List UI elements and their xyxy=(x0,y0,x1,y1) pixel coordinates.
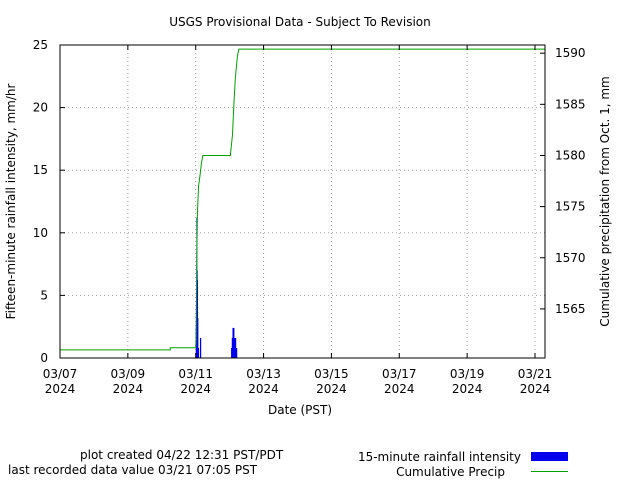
cumulative-precip-line xyxy=(60,48,545,351)
y2-axis-label: Cumulative precipitation from Oct. 1, mm xyxy=(598,76,612,326)
x-tick-year: 2024 xyxy=(248,382,279,396)
x-tick-year: 2024 xyxy=(384,382,415,396)
cumulative-line xyxy=(60,48,545,351)
x-tick-year: 2024 xyxy=(180,382,211,396)
y-tick-label: 20 xyxy=(33,101,48,115)
y2-tick-label: 1590 xyxy=(555,46,586,60)
x-tick-label: 03/19 xyxy=(450,367,485,381)
legend-intensity-swatch xyxy=(531,452,568,461)
x-tick-label: 03/11 xyxy=(178,367,213,381)
x-tick-year: 2024 xyxy=(316,382,347,396)
legend-intensity-label: 15-minute rainfall intensity xyxy=(357,450,521,464)
y2-tick-label: 1585 xyxy=(555,97,586,111)
x-tick-label: 03/07 xyxy=(43,367,78,381)
intensity-bar xyxy=(200,337,202,358)
x-tick-year: 2024 xyxy=(45,382,76,396)
y-tick-label: 0 xyxy=(40,351,48,365)
plot-created-note: plot created 04/22 12:31 PST/PDT xyxy=(80,448,284,462)
y-tick-label: 10 xyxy=(33,226,48,240)
x-tick-label: 03/21 xyxy=(518,367,553,381)
y-tick-label: 5 xyxy=(40,288,48,302)
x-tick-label: 03/13 xyxy=(246,367,281,381)
x-tick-label: 03/15 xyxy=(314,367,349,381)
y-axis-label: Fifteen-minute rainfall intensity, mm/hr xyxy=(4,84,18,320)
axis-ticks: 03/07202403/09202403/11202403/13202403/1… xyxy=(33,38,586,396)
x-tick-label: 03/09 xyxy=(111,367,146,381)
x-axis-label: Date (PST) xyxy=(268,403,332,417)
x-tick-year: 2024 xyxy=(113,382,144,396)
x-tick-year: 2024 xyxy=(520,382,551,396)
legend-cumulative-label: Cumulative Precip xyxy=(396,465,505,479)
intensity-bar xyxy=(197,317,199,358)
last-recorded-note: last recorded data value 03/21 07:05 PST xyxy=(8,463,258,477)
grid-lines xyxy=(60,45,545,358)
intensity-bars xyxy=(195,217,238,358)
y2-tick-label: 1565 xyxy=(555,302,586,316)
intensity-bar xyxy=(198,347,200,358)
y2-tick-label: 1570 xyxy=(555,251,586,265)
x-tick-year: 2024 xyxy=(452,382,483,396)
y2-tick-label: 1580 xyxy=(555,148,586,162)
intensity-bar xyxy=(236,347,238,358)
y-tick-label: 25 xyxy=(33,38,48,52)
chart-title: USGS Provisional Data - Subject To Revis… xyxy=(169,15,431,29)
plot-frame xyxy=(59,44,546,359)
x-tick-label: 03/17 xyxy=(382,367,417,381)
y2-tick-label: 1575 xyxy=(555,200,586,214)
y-tick-label: 15 xyxy=(33,163,48,177)
